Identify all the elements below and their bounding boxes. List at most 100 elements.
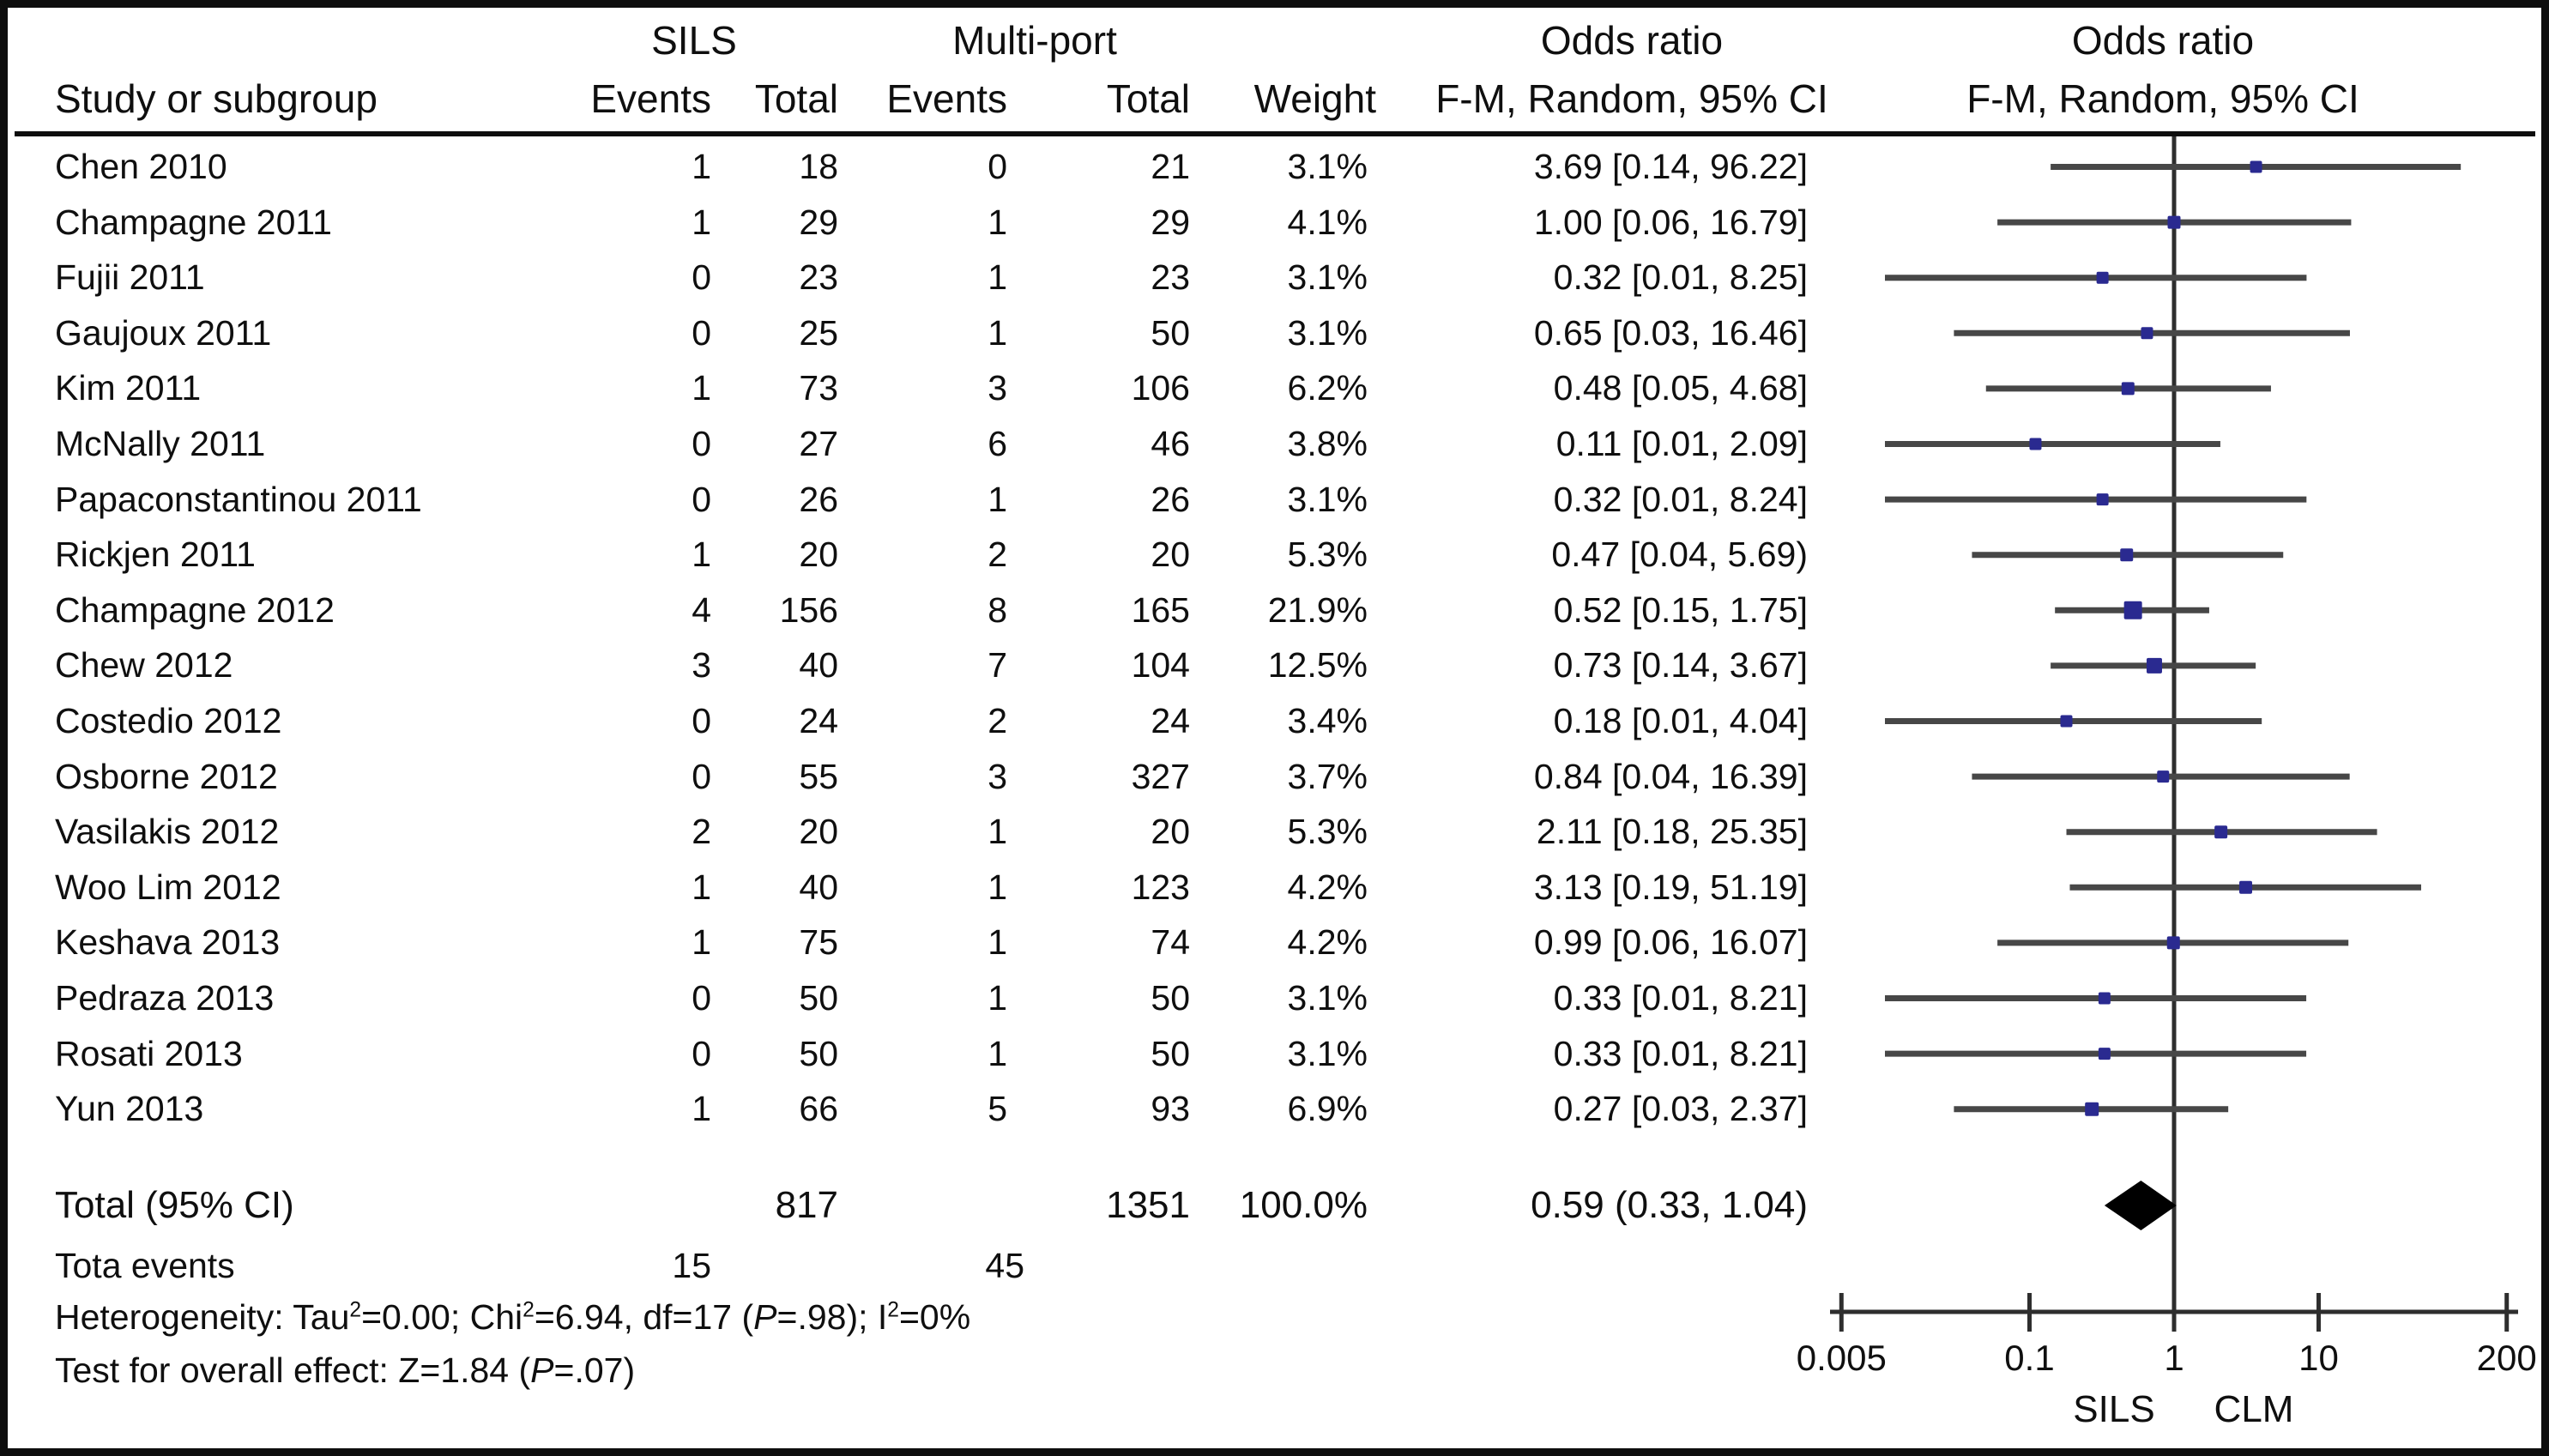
- or-plot-model-header: F-M, Random, 95% CI: [1966, 76, 2359, 121]
- weight-value: 3.1%: [1287, 1033, 1368, 1073]
- sils-total: 26: [799, 479, 838, 519]
- sils-events: 0: [692, 424, 711, 463]
- sils-total: 23: [799, 257, 838, 298]
- multiport-events: 0: [988, 147, 1007, 186]
- study-row: Costedio 2012 0 24 2 24 3.4% 0.18 [0.01,…: [8, 693, 2541, 749]
- study-name: Osborne 2012: [55, 756, 278, 796]
- overall-effect-text: Test for overall effect: Z=1.84 (P=.07): [55, 1350, 636, 1390]
- sils-total: 73: [799, 368, 838, 408]
- multiport-events: 1: [988, 312, 1007, 353]
- x-axis-tick-label: 10: [2298, 1338, 2339, 1378]
- sils-events: 0: [692, 1033, 711, 1073]
- multiport-total: 21: [1151, 147, 1190, 186]
- multiport-events: 6: [988, 424, 1007, 463]
- or-text-column-title: Odds ratio: [1540, 18, 1724, 63]
- study-row: Papaconstantinou 2011 0 26 1 26 3.1% 0.3…: [8, 472, 2541, 528]
- total-or-ci-label: 0.59 (0.33, 1.04): [1531, 1184, 1808, 1226]
- or-ci-label: 2.11 [0.18, 25.35]: [1536, 812, 1808, 852]
- sils-total-header: Total: [754, 76, 838, 121]
- sils-events: 0: [692, 701, 711, 740]
- group2-header: Multi-port: [952, 18, 1117, 63]
- or-ci-label: 0.33 [0.01, 8.21]: [1553, 1033, 1808, 1073]
- multiport-events: 1: [988, 479, 1007, 519]
- or-ci-label: 1.00 [0.06, 16.79]: [1533, 202, 1808, 242]
- multiport-events: 1: [988, 978, 1007, 1018]
- sils-events: 1: [692, 922, 711, 963]
- weight-value: 3.7%: [1287, 756, 1368, 796]
- multiport-total: 26: [1151, 479, 1190, 519]
- weight-value: 6.9%: [1287, 1089, 1368, 1129]
- x-axis-tick-label: 200: [2477, 1338, 2537, 1378]
- x-axis-tick-label: 0.1: [2004, 1338, 2054, 1378]
- study-row: Yun 2013 1 66 5 93 6.9% 0.27 [0.03, 2.37…: [8, 1081, 2541, 1137]
- sils-events: 0: [692, 312, 711, 353]
- multiport-events: 2: [988, 701, 1007, 740]
- multiport-total-header: Total: [1106, 76, 1190, 121]
- weight-value: 4.1%: [1287, 202, 1368, 242]
- total-label: Total (95% CI): [55, 1184, 294, 1226]
- sils-total: 40: [799, 645, 838, 686]
- overall-effect-row: Test for overall effect: Z=1.84 (P=.07): [8, 1345, 1895, 1395]
- sils-total: 75: [799, 922, 838, 963]
- multiport-events: 1: [988, 867, 1007, 907]
- multiport-total: 50: [1151, 312, 1190, 353]
- or-ci-label: 3.69 [0.14, 96.22]: [1533, 147, 1808, 186]
- weight-value: 4.2%: [1287, 867, 1368, 907]
- study-row: McNally 2011 0 27 6 46 3.8% 0.11 [0.01, …: [8, 416, 2541, 472]
- weight-value: 3.1%: [1287, 257, 1368, 298]
- multiport-events: 1: [988, 1033, 1007, 1073]
- study-name: Fujii 2011: [55, 257, 205, 298]
- study-row: Rosati 2013 0 50 1 50 3.1% 0.33 [0.01, 8…: [8, 1026, 2541, 1082]
- total-events-multiport: 45: [985, 1246, 1024, 1285]
- multiport-events: 1: [988, 922, 1007, 963]
- multiport-total: 93: [1151, 1089, 1190, 1129]
- study-name: Rickjen 2011: [55, 535, 256, 575]
- sils-total: 18: [799, 147, 838, 186]
- multiport-events: 1: [988, 202, 1007, 242]
- multiport-total: 23: [1151, 257, 1190, 298]
- or-text-model-header: F-M, Random, 95% CI: [1435, 76, 1828, 121]
- sils-total: 156: [779, 589, 838, 630]
- study-row: Gaujoux 2011 0 25 1 50 3.1% 0.65 [0.03, …: [8, 305, 2541, 361]
- or-ci-label: 0.84 [0.04, 16.39]: [1533, 756, 1808, 796]
- multiport-total: 74: [1151, 922, 1190, 963]
- sils-total: 25: [799, 312, 838, 353]
- or-plot-column-title: Odds ratio: [2071, 18, 2255, 63]
- heterogeneity-text: Heterogeneity: Tau2=0.00; Chi2=6.94, df=…: [55, 1297, 971, 1337]
- or-ci-label: 0.47 [0.04, 5.69): [1551, 535, 1808, 575]
- study-row: Chew 2012 3 40 7 104 12.5% 0.73 [0.14, 3…: [8, 637, 2541, 693]
- group1-header: SILS: [651, 18, 737, 63]
- or-ci-label: 0.32 [0.01, 8.24]: [1553, 479, 1808, 519]
- study-name: Gaujoux 2011: [55, 312, 272, 353]
- sils-total: 50: [799, 978, 838, 1018]
- sils-total: 20: [799, 812, 838, 852]
- header-rule: [15, 131, 2535, 136]
- multiport-total: 123: [1131, 867, 1190, 907]
- or-ci-label: 0.99 [0.06, 16.07]: [1533, 922, 1808, 963]
- multiport-total: 46: [1151, 424, 1190, 463]
- or-ci-label: 0.65 [0.03, 16.46]: [1533, 312, 1808, 353]
- multiport-events: 1: [988, 812, 1007, 852]
- multiport-total: 165: [1131, 589, 1190, 630]
- or-ci-label: 0.27 [0.03, 2.37]: [1553, 1089, 1808, 1129]
- sils-total: 66: [799, 1089, 838, 1129]
- sils-events: 1: [692, 202, 711, 242]
- study-name: Pedraza 2013: [55, 978, 275, 1018]
- study-row: Champagne 2012 4 156 8 165 21.9% 0.52 [0…: [8, 583, 2541, 638]
- sils-events: 1: [692, 368, 711, 408]
- multiport-total: 50: [1151, 1033, 1190, 1073]
- sils-events: 1: [692, 535, 711, 575]
- weight-value: 3.4%: [1287, 701, 1368, 740]
- weight-value: 3.1%: [1287, 978, 1368, 1018]
- study-row: Vasilakis 2012 2 20 1 20 5.3% 2.11 [0.18…: [8, 804, 2541, 860]
- sils-total: 50: [799, 1033, 838, 1073]
- weight-value: 3.1%: [1287, 312, 1368, 353]
- or-ci-label: 0.33 [0.01, 8.21]: [1553, 978, 1808, 1018]
- total-weight: 100.0%: [1239, 1184, 1368, 1226]
- multiport-events-header: Events: [886, 76, 1007, 121]
- weight-value: 5.3%: [1287, 812, 1368, 852]
- or-ci-label: 0.52 [0.15, 1.75]: [1553, 589, 1808, 630]
- or-ci-label: 0.73 [0.14, 3.67]: [1553, 645, 1808, 686]
- multiport-events: 3: [988, 756, 1007, 796]
- weight-value: 3.1%: [1287, 479, 1368, 519]
